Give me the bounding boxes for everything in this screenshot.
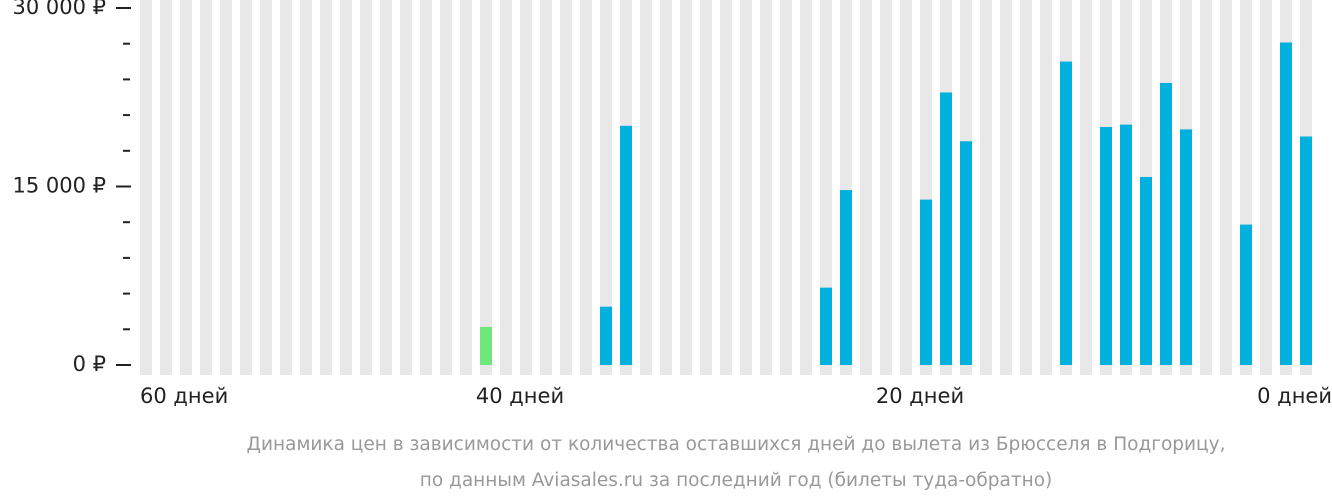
column-background xyxy=(300,0,312,375)
column-background xyxy=(600,0,612,375)
column-background xyxy=(500,0,512,375)
column-background xyxy=(980,0,992,375)
x-axis-label: 20 дней xyxy=(876,384,964,408)
x-axis-label: 0 дней xyxy=(1257,384,1332,408)
bar xyxy=(940,92,952,366)
bar xyxy=(600,306,612,365)
bar xyxy=(480,326,492,365)
column-background xyxy=(1220,0,1232,375)
column-background xyxy=(420,0,432,375)
column-background xyxy=(1000,0,1012,375)
column-background xyxy=(260,0,272,375)
y-tick-label: 15 000 ₽ xyxy=(12,174,106,198)
bar xyxy=(820,287,832,365)
column-background xyxy=(240,0,252,375)
column-background xyxy=(660,0,672,375)
column-background xyxy=(640,0,652,375)
caption: по данным Aviasales.ru за последний год … xyxy=(420,470,1053,491)
column-background xyxy=(820,0,832,375)
column-background xyxy=(880,0,892,375)
column-background xyxy=(160,0,172,375)
column-background xyxy=(700,0,712,375)
column-background xyxy=(1080,0,1092,375)
column-background xyxy=(320,0,332,375)
column-background xyxy=(900,0,912,375)
column-background xyxy=(340,0,352,375)
bar xyxy=(1060,61,1072,366)
column-background xyxy=(1020,0,1032,375)
bar xyxy=(840,190,852,365)
column-background xyxy=(460,0,472,375)
column-background xyxy=(220,0,232,375)
column-background xyxy=(680,0,692,375)
x-axis-label: 60 дней xyxy=(140,384,228,408)
column-background xyxy=(1260,0,1272,375)
bar xyxy=(1120,124,1132,366)
column-background xyxy=(180,0,192,375)
bar xyxy=(1180,129,1192,365)
bar xyxy=(1280,42,1292,365)
column-background xyxy=(1200,0,1212,375)
column-background xyxy=(580,0,592,375)
column-background xyxy=(760,0,772,375)
column-background xyxy=(380,0,392,375)
column-background xyxy=(740,0,752,375)
bar xyxy=(1140,176,1152,365)
column-background xyxy=(560,0,572,375)
column-background xyxy=(520,0,532,375)
column-background xyxy=(140,0,152,375)
column-background xyxy=(440,0,452,375)
bar xyxy=(1160,82,1172,365)
bar xyxy=(1240,224,1252,365)
column-background xyxy=(540,0,552,375)
bar xyxy=(620,125,632,365)
bar xyxy=(920,199,932,365)
column-background xyxy=(780,0,792,375)
column-background xyxy=(1040,0,1052,375)
column-background xyxy=(800,0,812,375)
y-tick-label: 30 000 ₽ xyxy=(12,0,106,19)
bar xyxy=(1300,136,1312,365)
caption: Динамика цен в зависимости от количества… xyxy=(247,434,1226,455)
column-background xyxy=(860,0,872,375)
bar xyxy=(960,141,972,365)
column-background xyxy=(400,0,412,375)
column-background xyxy=(360,0,372,375)
column-background xyxy=(280,0,292,375)
column-background xyxy=(720,0,732,375)
y-tick-label: 0 ₽ xyxy=(73,352,106,376)
column-background xyxy=(480,0,492,375)
x-axis-label: 40 дней xyxy=(476,384,564,408)
column-background xyxy=(200,0,212,375)
bar xyxy=(1100,127,1112,365)
